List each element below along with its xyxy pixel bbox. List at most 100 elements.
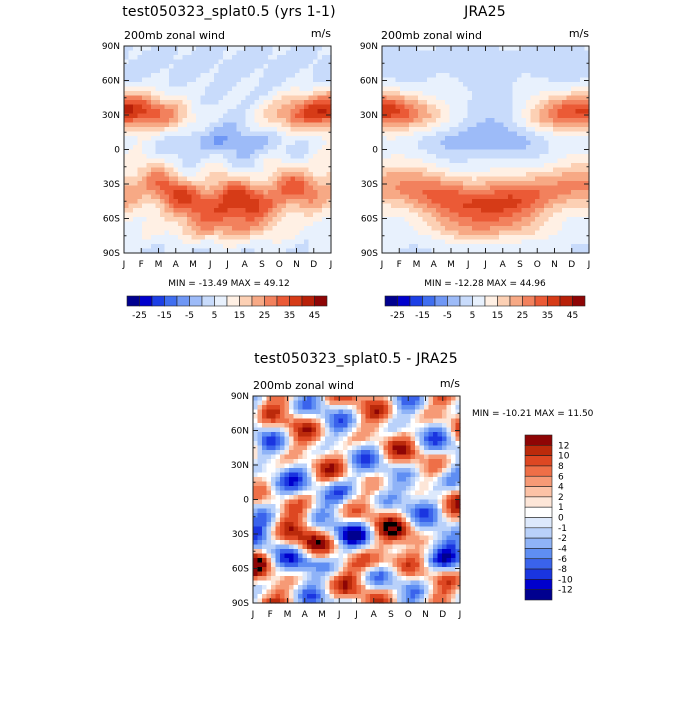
field-cell xyxy=(268,141,273,146)
field-cell xyxy=(477,118,482,123)
field-cell xyxy=(313,235,318,240)
field-cell xyxy=(196,78,201,83)
field-cell xyxy=(165,213,170,218)
field-cell xyxy=(513,123,518,128)
field-cell xyxy=(151,105,156,110)
field-cell xyxy=(409,82,414,87)
field-cell xyxy=(400,208,405,213)
field-cell xyxy=(576,145,581,150)
field-cell xyxy=(318,78,323,83)
field-cell xyxy=(147,69,152,74)
field-cell xyxy=(391,82,396,87)
field-cell xyxy=(138,136,143,141)
field-cell xyxy=(382,109,387,114)
field-cell xyxy=(490,208,495,213)
field-cell xyxy=(549,73,554,78)
field-cell xyxy=(205,154,210,159)
field-cell xyxy=(210,91,215,96)
field-cell xyxy=(567,240,572,245)
field-cell xyxy=(441,181,446,186)
field-cell xyxy=(540,46,545,51)
colorbar-label: 45 xyxy=(567,311,578,321)
field-cell xyxy=(183,190,188,195)
field-cell xyxy=(571,96,576,101)
field-cell xyxy=(544,163,549,168)
field-cell xyxy=(562,199,567,204)
panel-diff-field xyxy=(253,396,461,604)
field-cell xyxy=(262,536,267,541)
field-cell xyxy=(423,100,428,105)
field-cell xyxy=(133,55,138,60)
field-cell xyxy=(124,87,129,92)
field-cell xyxy=(382,231,387,236)
field-cell xyxy=(264,163,269,168)
field-cell xyxy=(414,114,419,119)
field-cell xyxy=(133,150,138,155)
field-cell xyxy=(285,419,290,424)
field-cell xyxy=(264,127,269,132)
field-cell xyxy=(549,78,554,83)
field-cell xyxy=(535,208,540,213)
field-cell xyxy=(133,87,138,92)
field-cell xyxy=(522,235,527,240)
field-cell xyxy=(196,141,201,146)
field-cell xyxy=(232,141,237,146)
field-cell xyxy=(259,181,264,186)
field-cell xyxy=(219,154,224,159)
field-cell xyxy=(481,204,486,209)
field-cell xyxy=(214,141,219,146)
field-cell xyxy=(477,96,482,101)
field-cell xyxy=(396,51,401,56)
field-cell xyxy=(129,60,134,65)
field-cell xyxy=(558,181,563,186)
field-cell xyxy=(405,123,410,128)
field-cell xyxy=(187,145,192,150)
field-cell xyxy=(544,181,549,186)
field-cell xyxy=(286,222,291,227)
field-cell xyxy=(472,123,477,128)
field-cell xyxy=(277,159,282,164)
field-cell xyxy=(187,213,192,218)
field-cell xyxy=(277,154,282,159)
field-cell xyxy=(522,208,527,213)
field-cell xyxy=(147,78,152,83)
field-cell xyxy=(531,204,536,209)
field-cell xyxy=(304,78,309,83)
field-cell xyxy=(264,195,269,200)
field-cell xyxy=(262,576,267,581)
field-cell xyxy=(187,190,192,195)
field-cell xyxy=(522,222,527,227)
field-cell xyxy=(165,172,170,177)
x-tick-label: M xyxy=(447,260,455,270)
field-cell xyxy=(223,199,228,204)
field-cell xyxy=(318,73,323,78)
field-cell xyxy=(268,51,273,56)
field-cell xyxy=(124,51,129,56)
field-cell xyxy=(436,55,441,60)
field-cell xyxy=(295,145,300,150)
field-cell xyxy=(495,114,500,119)
field-cell xyxy=(580,213,585,218)
field-cell xyxy=(396,105,401,110)
field-cell xyxy=(151,204,156,209)
field-cell xyxy=(262,567,267,572)
field-cell xyxy=(129,46,134,51)
field-cell xyxy=(486,222,491,227)
field-cell xyxy=(219,244,224,249)
field-cell xyxy=(156,96,161,101)
field-cell xyxy=(382,213,387,218)
field-cell xyxy=(124,60,129,65)
field-cell xyxy=(562,186,567,191)
field-cell xyxy=(187,55,192,60)
field-cell xyxy=(142,118,147,123)
field-cell xyxy=(463,136,468,141)
field-cell xyxy=(427,60,432,65)
field-cell xyxy=(396,217,401,222)
field-cell xyxy=(178,82,183,87)
field-cell xyxy=(237,73,242,78)
field-cell xyxy=(495,55,500,60)
field-cell xyxy=(192,105,197,110)
field-cell xyxy=(210,163,215,168)
field-cell xyxy=(423,177,428,182)
field-cell xyxy=(246,186,251,191)
